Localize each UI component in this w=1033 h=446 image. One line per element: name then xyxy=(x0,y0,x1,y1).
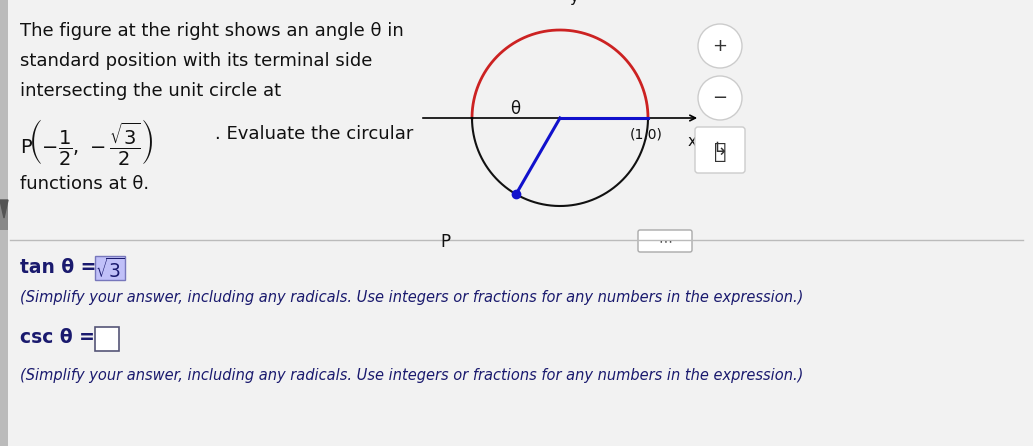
Circle shape xyxy=(698,128,742,172)
Text: +: + xyxy=(713,37,727,55)
Text: ↳: ↳ xyxy=(713,141,727,159)
FancyBboxPatch shape xyxy=(695,127,745,173)
Text: (Simplify your answer, including any radicals. Use integers or fractions for any: (Simplify your answer, including any rad… xyxy=(20,290,804,305)
Text: The figure at the right shows an angle θ in: The figure at the right shows an angle θ… xyxy=(20,22,404,40)
FancyBboxPatch shape xyxy=(0,200,8,230)
Text: standard position with its terminal side: standard position with its terminal side xyxy=(20,52,372,70)
Text: csc θ =: csc θ = xyxy=(20,328,101,347)
Text: y: y xyxy=(570,0,580,5)
Text: θ: θ xyxy=(510,100,520,118)
FancyBboxPatch shape xyxy=(95,327,119,351)
FancyBboxPatch shape xyxy=(638,230,692,252)
FancyBboxPatch shape xyxy=(0,0,8,446)
Text: ⧉: ⧉ xyxy=(714,142,726,162)
Text: ⋯: ⋯ xyxy=(658,234,671,248)
Text: functions at θ.: functions at θ. xyxy=(20,175,149,193)
Text: tan θ =: tan θ = xyxy=(20,258,103,277)
Text: (Simplify your answer, including any radicals. Use integers or fractions for any: (Simplify your answer, including any rad… xyxy=(20,368,804,383)
Text: P: P xyxy=(440,233,450,251)
Circle shape xyxy=(698,76,742,120)
Text: x: x xyxy=(688,134,696,149)
Text: −: − xyxy=(713,89,727,107)
Circle shape xyxy=(698,24,742,68)
Polygon shape xyxy=(0,200,8,218)
Text: $\sqrt{3}$: $\sqrt{3}$ xyxy=(95,258,125,282)
FancyBboxPatch shape xyxy=(95,256,125,280)
Text: P$\!\left(-\dfrac{1}{2},\,-\dfrac{\sqrt{3}}{2}\right)$: P$\!\left(-\dfrac{1}{2},\,-\dfrac{\sqrt{… xyxy=(20,118,153,168)
Text: . Evaluate the circular: . Evaluate the circular xyxy=(215,125,413,143)
Text: intersecting the unit circle at: intersecting the unit circle at xyxy=(20,82,281,100)
Text: (1,0): (1,0) xyxy=(630,128,663,142)
